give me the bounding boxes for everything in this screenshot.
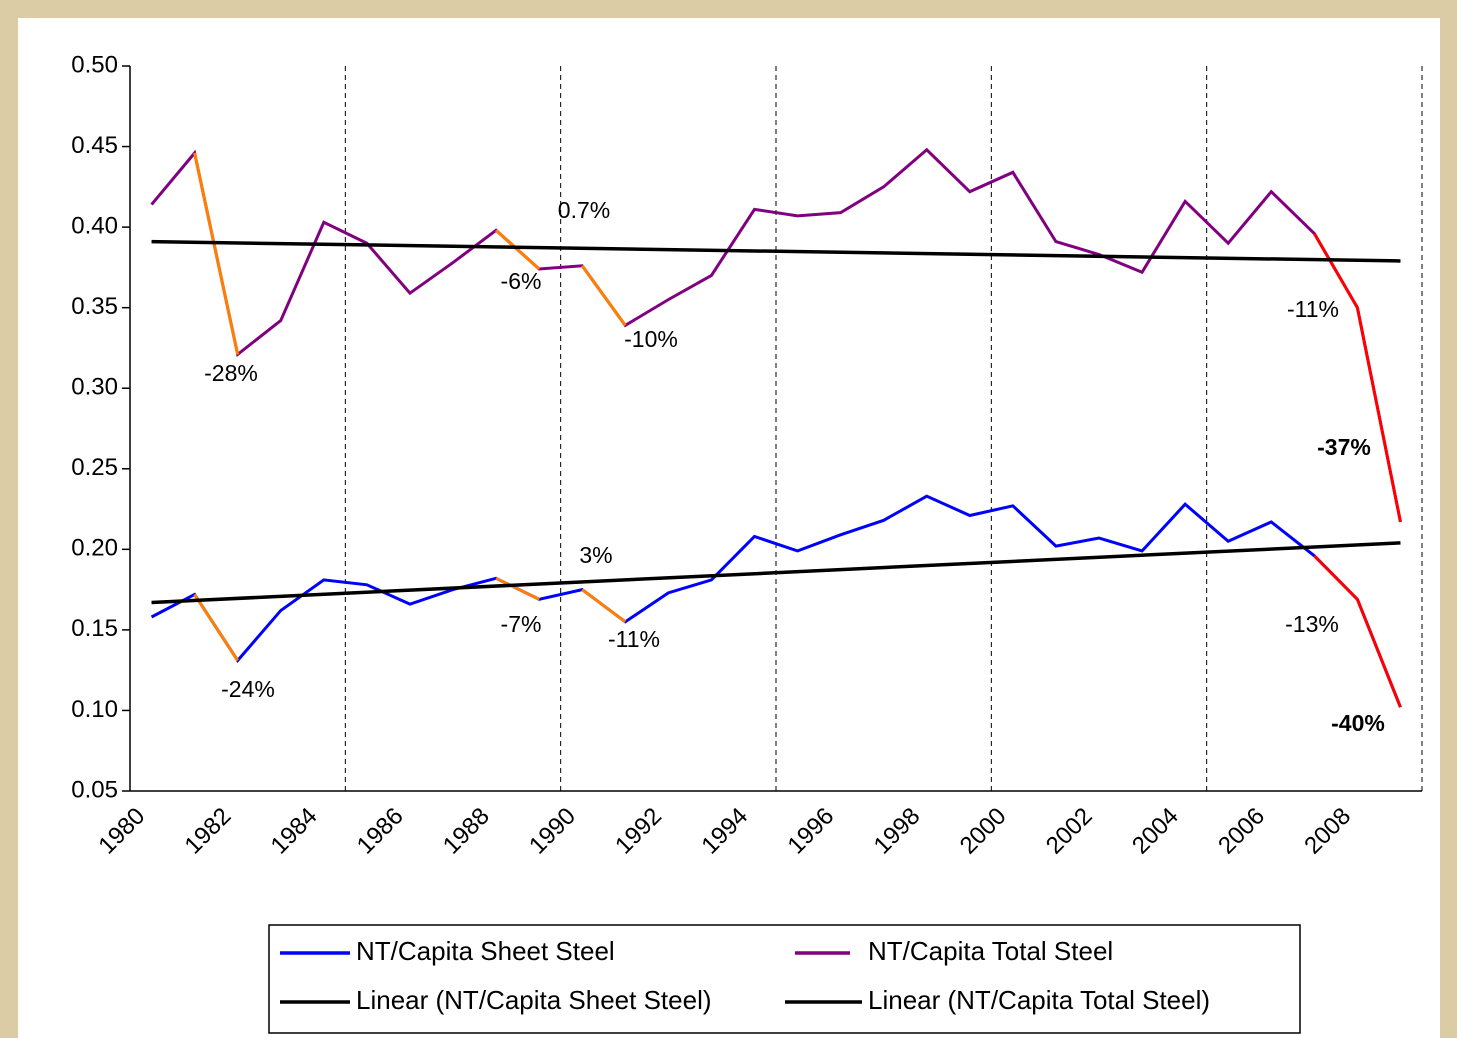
y-tick-label: 0.50 bbox=[71, 51, 118, 78]
y-tick-label: 0.35 bbox=[71, 293, 118, 320]
annotation: -37% bbox=[1317, 434, 1371, 460]
highlight-segment bbox=[495, 576, 540, 601]
highlight-segment bbox=[1313, 554, 1402, 708]
annotation: -11% bbox=[608, 626, 660, 652]
y-tick-label: 0.05 bbox=[71, 776, 118, 803]
legend-label: Linear (NT/Capita Sheet Steel) bbox=[356, 985, 712, 1015]
y-tick-label: 0.45 bbox=[71, 132, 118, 159]
annotation: -11% bbox=[1287, 296, 1339, 322]
annotation: -28% bbox=[204, 360, 258, 386]
y-tick-label: 0.40 bbox=[71, 212, 118, 239]
trendline bbox=[151, 239, 1401, 263]
y-tick-label: 0.10 bbox=[71, 696, 118, 723]
y-tick-label: 0.30 bbox=[71, 374, 118, 401]
legend-label: NT/Capita Total Steel bbox=[868, 936, 1113, 966]
trendline bbox=[151, 541, 1401, 605]
annotation: -7% bbox=[501, 611, 542, 637]
highlight-segment bbox=[580, 264, 627, 327]
series-line bbox=[150, 147, 1402, 523]
legend bbox=[268, 924, 1301, 1034]
y-tick-label: 0.20 bbox=[71, 535, 118, 562]
y-tick-label: 0.15 bbox=[71, 615, 118, 642]
highlight-segment bbox=[495, 229, 541, 271]
annotation: -6% bbox=[501, 268, 542, 294]
highlight-segment bbox=[193, 593, 239, 662]
panel bbox=[18, 18, 1440, 1038]
annotation: -10% bbox=[624, 326, 678, 352]
annotation: -13% bbox=[1285, 611, 1339, 637]
annotation: -40% bbox=[1331, 710, 1385, 736]
y-tick-label: 0.25 bbox=[71, 454, 118, 481]
highlight-segment bbox=[581, 588, 627, 624]
legend-label: Linear (NT/Capita Total Steel) bbox=[868, 985, 1210, 1015]
annotation: 3% bbox=[579, 542, 612, 568]
series-line bbox=[150, 494, 1402, 708]
annotation: 0.7% bbox=[558, 197, 610, 223]
legend-label: NT/Capita Sheet Steel bbox=[356, 936, 615, 966]
highlight-segment bbox=[193, 152, 240, 355]
annotation: -24% bbox=[221, 676, 275, 702]
